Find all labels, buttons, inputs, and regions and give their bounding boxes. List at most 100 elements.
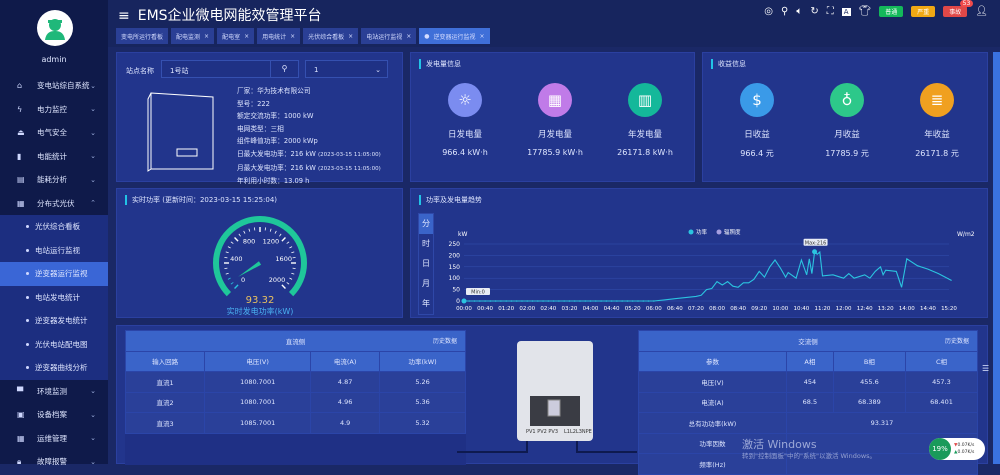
sidebar-subitem[interactable]: 光伏综合看板 bbox=[0, 215, 108, 239]
close-icon[interactable]: × bbox=[290, 33, 295, 40]
gauge-tick-label: 0 bbox=[241, 276, 245, 284]
y2-axis-label: W/m2 bbox=[957, 231, 975, 238]
data-point bbox=[553, 300, 555, 302]
fullscreen-icon[interactable]: ⛶ bbox=[827, 6, 834, 17]
data-point bbox=[584, 300, 586, 302]
column-header: 功率(kW) bbox=[380, 351, 466, 372]
station-label: 站点名称 bbox=[126, 66, 154, 76]
sidebar-item[interactable]: ▤能耗分析⌄ bbox=[0, 168, 108, 192]
menu-toggle-icon[interactable]: ≡ bbox=[118, 8, 130, 24]
sidebar-subitem[interactable]: 逆变器发电统计 bbox=[0, 309, 108, 333]
y-tick-label: 50 bbox=[452, 287, 460, 294]
gauge-tick-label: 400 bbox=[230, 255, 242, 263]
svg-text:PV1 PV2 PV3: PV1 PV2 PV3 bbox=[526, 429, 558, 435]
font-size-icon[interactable]: A bbox=[842, 8, 851, 16]
dc-history-link[interactable]: 历史数据 bbox=[433, 336, 457, 345]
station-search: 1号站 ⚲ bbox=[161, 60, 299, 78]
user-icon[interactable]: 👤︎ bbox=[975, 6, 988, 17]
tab[interactable]: 配电室× bbox=[217, 28, 254, 44]
search-icon[interactable]: ⚲ bbox=[781, 6, 788, 17]
refresh-icon[interactable]: ↻ bbox=[810, 6, 818, 17]
x-tick-label: 04:40 bbox=[604, 306, 620, 312]
chevron-down-icon: ⌄ bbox=[90, 105, 96, 113]
x-tick-label: 05:20 bbox=[625, 306, 641, 312]
scrollbar[interactable] bbox=[993, 52, 1000, 464]
annotation-marker bbox=[812, 249, 817, 254]
close-icon[interactable]: × bbox=[348, 33, 353, 40]
mode-tab[interactable]: 年 bbox=[419, 294, 433, 314]
search-button[interactable]: ⚲ bbox=[270, 61, 298, 77]
tab[interactable]: 用电统计× bbox=[257, 28, 300, 44]
sidebar-item[interactable]: ▮电能统计⌄ bbox=[0, 145, 108, 169]
avatar[interactable] bbox=[37, 10, 73, 46]
x-tick-label: 12:00 bbox=[836, 306, 852, 312]
data-point bbox=[537, 300, 539, 302]
station-input[interactable]: 1号站 bbox=[162, 61, 270, 77]
data-point bbox=[621, 300, 623, 302]
sidebar-item[interactable]: ▀环境监测⌄ bbox=[0, 380, 108, 404]
sidebar-subitem[interactable]: 逆变器曲线分析 bbox=[0, 356, 108, 380]
calendar-icon: ▦ bbox=[538, 83, 572, 117]
close-icon[interactable]: × bbox=[204, 33, 209, 40]
tab[interactable]: 变电所运行看板 bbox=[116, 28, 168, 44]
sidebar-subitem[interactable]: 逆变器运行监视 bbox=[0, 262, 108, 286]
tab[interactable]: 电站运行监视× bbox=[361, 28, 416, 44]
column-header: 电流(A) bbox=[311, 351, 380, 372]
analysis-icon: ▤ bbox=[17, 175, 29, 184]
inverter-select[interactable]: 1⌄ bbox=[305, 60, 388, 78]
tab[interactable]: 配电监测× bbox=[171, 28, 214, 44]
bolt-icon: ϟ bbox=[17, 105, 29, 114]
username: admin bbox=[0, 55, 108, 64]
close-icon[interactable]: × bbox=[244, 33, 249, 40]
alarm-badge[interactable]: 严重 bbox=[911, 6, 935, 17]
settings-sliders-icon[interactable]: ☰ bbox=[982, 364, 989, 373]
help-icon[interactable]: ◎ bbox=[764, 6, 773, 17]
sidebar-item[interactable]: ▦分布式光伏⌃ bbox=[0, 192, 108, 216]
tab[interactable]: 光伏综合看板× bbox=[303, 28, 358, 44]
network-monitor[interactable]: 19% ▼0.07K/s▲0.07K/s bbox=[929, 438, 985, 460]
tab[interactable]: ● 逆变器运行监视× bbox=[419, 28, 489, 44]
info-row: 组件峰值功率：2000 kWp bbox=[237, 135, 381, 148]
sidebar-subitem[interactable]: 光伏电站配电图 bbox=[0, 333, 108, 357]
x-tick-label: 14:40 bbox=[920, 306, 936, 312]
windows-watermark-hint: 转到"控制面板"中的"系统"以激活 Windows。 bbox=[742, 450, 876, 460]
sidebar-item[interactable]: ▦运维管理⌄ bbox=[0, 427, 108, 451]
sidebar-subitem[interactable]: 电站运行监视 bbox=[0, 239, 108, 263]
sidebar-item[interactable]: 🔒︎故障报警⌄ bbox=[0, 450, 108, 474]
sidebar-item[interactable]: ▣设备档案⌄ bbox=[0, 403, 108, 427]
sound-icon[interactable]: 🔈︎ bbox=[796, 6, 802, 17]
data-point bbox=[505, 300, 507, 302]
mode-tab[interactable]: 分 bbox=[419, 214, 433, 234]
mode-tab[interactable]: 时 bbox=[419, 234, 433, 254]
x-tick-label: 00:00 bbox=[456, 306, 472, 312]
sidebar-item[interactable]: ⌂变电站综自系统⌄ bbox=[0, 74, 108, 98]
sidebar-item[interactable]: ⏏电气安全⌄ bbox=[0, 121, 108, 145]
ac-title: 交流侧历史数据 bbox=[639, 331, 978, 352]
data-point bbox=[495, 300, 497, 302]
annotation-label: Max:216 bbox=[805, 240, 827, 246]
bar-chart-icon: ▮ bbox=[17, 152, 29, 161]
alarm-badge[interactable]: 普通 bbox=[879, 6, 903, 17]
x-tick-label: 02:00 bbox=[519, 306, 535, 312]
x-tick-label: 08:00 bbox=[709, 306, 725, 312]
close-icon[interactable]: × bbox=[406, 33, 411, 40]
panel-title: 实时功率 (更新时间：2023-03-15 15:25:04) bbox=[125, 195, 277, 205]
panel-title: 收益信息 bbox=[711, 59, 746, 69]
x-tick-label: 12:40 bbox=[857, 306, 873, 312]
close-icon[interactable]: × bbox=[480, 33, 485, 40]
ac-history-link[interactable]: 历史数据 bbox=[945, 336, 969, 345]
home-icon: ⌂ bbox=[17, 81, 29, 90]
sidebar-subitem[interactable]: 电站发电统计 bbox=[0, 286, 108, 310]
app-title: EMS企业微电网能效管理平台 bbox=[138, 8, 322, 24]
theme-icon[interactable]: 👕︎ bbox=[859, 6, 872, 17]
mode-tab[interactable]: 日 bbox=[419, 254, 433, 274]
data-point bbox=[569, 300, 571, 302]
mode-tab[interactable]: 月 bbox=[419, 274, 433, 294]
